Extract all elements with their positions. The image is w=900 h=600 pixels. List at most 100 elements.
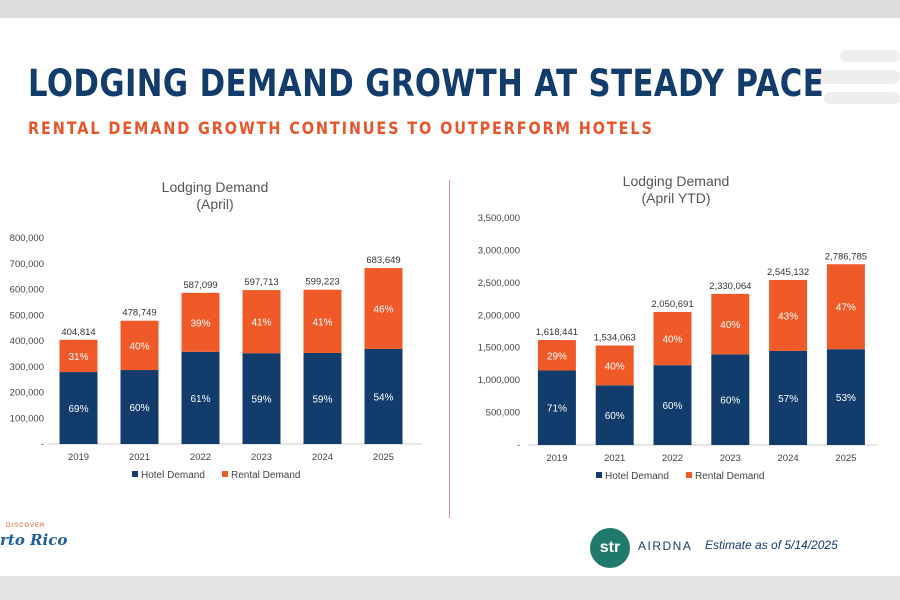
chart2-y-tick-label: 1,000,000 [478,375,520,386]
chart1-x-tick-label: 2019 [68,452,89,463]
chart1-rental-bar [364,267,403,349]
chart2-share-label: 71% [547,404,567,415]
chart1-x-tick-label: 2023 [251,452,272,463]
chart1-legend-hotel-swatch [132,471,138,477]
chart1-total-label: 597,713 [244,277,278,288]
chart2-share-label: 53% [836,393,856,404]
chart2-rental-bar [537,340,576,371]
chart2-hotel-bar [537,370,576,445]
chart1-rental-bar [181,292,220,352]
brush-decoration [840,50,900,62]
chart2-rental-bar [711,293,750,355]
chart1-y-tick-label: 600,000 [10,285,44,296]
chart2-share-label: 60% [720,396,740,407]
chart1-share-label: 54% [373,392,393,403]
chart2-share-label: 40% [662,335,682,346]
chart2-x-tick-label: 2021 [604,453,625,464]
chart2-share-label: 29% [547,351,567,362]
window-top-bar [0,0,900,18]
chart1-share-label: 41% [251,318,271,329]
chart2-y-tick-label: 3,000,000 [478,245,520,256]
chart2-x-tick-label: 2022 [662,453,683,464]
chart2-hotel-bar [653,365,692,445]
chart1-x-tick-label: 2024 [312,452,333,463]
chart1-x-tick-label: 2022 [190,452,211,463]
chart1-share-label: 61% [190,394,210,405]
chart1-share-label: 60% [129,403,149,414]
chart2-y-tick-label: 2,000,000 [478,310,520,321]
chart1-total-label: 683,649 [366,255,400,266]
chart1-total-label: 404,814 [61,327,95,338]
str-logo: str [590,528,630,568]
chart1-rental-bar [59,339,98,373]
chart1-title: Lodging Demand [162,179,269,195]
chart1-total-label: 478,749 [122,308,156,319]
chart1-hotel-bar [242,353,281,444]
chart-divider [449,180,450,518]
chart1-subtitle: (April) [196,196,233,212]
brush-decoration [824,92,900,104]
airdna-logo: AIRDNA [638,539,693,553]
chart2-x-tick-label: 2025 [835,453,856,464]
chart1-rental-bar [120,320,159,371]
chart2-rental-bar [826,264,865,350]
slide: LODGING DEMAND GROWTH AT STEADY PACE REN… [0,18,900,576]
chart2-share-label: 57% [778,394,798,405]
chart1-y-tick-label: - [41,439,44,450]
chart1-share-label: 59% [312,394,332,405]
chart2-legend-hotel-label: Hotel Demand [605,471,669,480]
chart1-x-tick-label: 2021 [129,452,150,463]
chart2-share-label: 40% [720,320,740,331]
chart1-share-label: 40% [129,341,149,352]
chart1-hotel-bar [59,372,98,444]
chart1-y-tick-label: 800,000 [10,233,44,244]
discover-label: DISCOVER [6,523,46,529]
chart1-y-tick-label: 500,000 [10,310,44,321]
chart1-share-label: 69% [68,404,88,415]
chart1-y-tick-label: 700,000 [10,259,44,270]
chart1-hotel-bar [303,352,342,444]
chart2-x-tick-label: 2024 [778,453,799,464]
chart2-total-label: 2,330,064 [709,281,751,292]
chart1-share-label: 31% [68,352,88,363]
chart2-y-tick-label: 500,000 [486,408,520,419]
chart1-hotel-bar [120,370,159,444]
chart2-x-tick-label: 2019 [546,453,567,464]
chart2-total-label: 1,618,441 [536,327,578,338]
chart1-legend-rental-swatch [222,471,228,477]
chart2-share-label: 47% [836,303,856,314]
chart1-total-label: 587,099 [183,280,217,291]
slide-title: LODGING DEMAND GROWTH AT STEADY PACE [28,62,825,105]
chart2-subtitle: (April YTD) [642,190,711,206]
chart2-hotel-bar [595,385,634,445]
chart2-rental-bar [769,279,808,351]
chart2-total-label: 1,534,063 [594,333,636,344]
chart1-hotel-bar [181,351,220,444]
chart2-rental-bar [595,345,634,386]
chart1-y-tick-label: 300,000 [10,362,44,373]
chart1-y-tick-label: 400,000 [10,336,44,347]
chart2-share-label: 40% [605,361,625,372]
chart1-total-label: 599,223 [305,277,339,288]
chart1-hotel-bar [364,348,403,444]
chart2-total-label: 2,545,132 [767,267,809,278]
chart2-share-label: 60% [605,411,625,422]
charts-area: Lodging Demand(April) - 100,000 200,000 300,… [10,173,878,480]
chart2-hotel-bar [826,349,865,445]
brush-decoration [812,70,900,84]
chart1-legend-rental-label: Rental Demand [231,470,300,480]
chart1-rental-bar [242,290,281,354]
chart1-legend-hotel-label: Hotel Demand [141,470,205,480]
estimate-note: Estimate as of 5/14/2025 [705,538,838,552]
chart1-rental-bar [303,289,342,353]
chart1-y-tick-label: 100,000 [10,413,44,424]
chart2-y-tick-label: 2,500,000 [478,278,520,289]
chart1-share-label: 41% [312,317,332,328]
chart1-y-tick-label: 200,000 [10,388,44,399]
chart2-y-tick-label: 3,500,000 [478,213,520,224]
chart2-total-label: 2,050,691 [651,299,693,310]
chart2-share-label: 60% [662,401,682,412]
chart2-hotel-bar [769,350,808,445]
chart2-rental-bar [653,311,692,366]
slide-subtitle: RENTAL DEMAND GROWTH CONTINUES TO OUTPER… [28,119,654,139]
